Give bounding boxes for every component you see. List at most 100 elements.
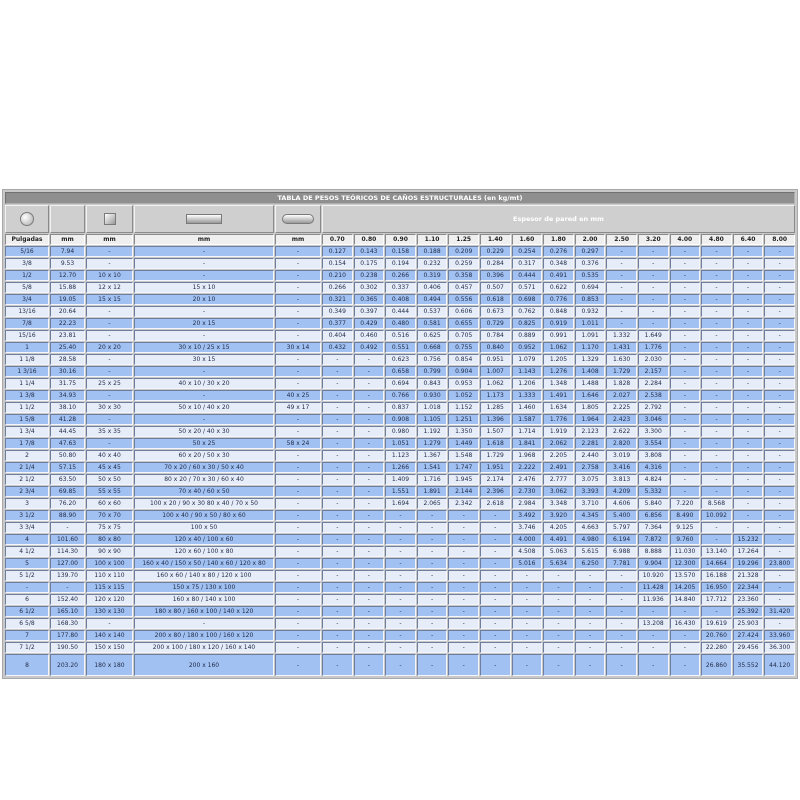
- table-cell: -: [669, 246, 701, 257]
- table-cell: 1.951: [479, 462, 511, 473]
- table-cell: 0.784: [479, 330, 511, 341]
- table-cell: -: [669, 654, 701, 676]
- table-cell: 1.062: [479, 378, 511, 389]
- table-cell: -: [574, 618, 606, 629]
- table-cell: 4.663: [574, 522, 606, 533]
- table-cell: 1 3/16: [5, 366, 49, 377]
- table-cell: 1.431: [606, 342, 637, 353]
- table-cell: -: [701, 306, 732, 317]
- table-cell: 2.820: [606, 438, 637, 449]
- table-cell: -: [134, 390, 274, 401]
- table-cell: 19.296: [732, 558, 764, 569]
- table-cell: -: [574, 582, 606, 593]
- table-cell: -: [322, 462, 353, 473]
- table-cell: -: [669, 282, 701, 293]
- table-cell: 101.60: [50, 534, 85, 545]
- table-cell: -: [701, 426, 732, 437]
- table-cell: -: [353, 498, 385, 509]
- table-cell: -: [637, 318, 669, 329]
- table-cell: -: [543, 654, 574, 676]
- table-cell: -: [448, 570, 479, 581]
- table-cell: -: [86, 414, 133, 425]
- table-cell: -: [701, 486, 732, 497]
- table-cell: 0.210: [322, 270, 353, 281]
- table-cell: 1 1/4: [5, 378, 49, 389]
- table-cell: 1.123: [385, 450, 416, 461]
- table-cell: 2.123: [574, 426, 606, 437]
- table-cell: -: [669, 378, 701, 389]
- table-cell: -: [275, 282, 321, 293]
- table-cell: -: [275, 414, 321, 425]
- table-row: 1 3/16 30.16- - - - -0.658 0.799 0.904 1.007 1.14…: [5, 366, 795, 377]
- table-cell: 0.705: [448, 330, 479, 341]
- table-cell: 1.805: [574, 402, 606, 413]
- table-cell: 1.332: [606, 330, 637, 341]
- table-cell: 1.007: [479, 366, 511, 377]
- table-cell: -: [701, 414, 732, 425]
- table-cell: -: [353, 546, 385, 557]
- table-cell: -: [322, 450, 353, 461]
- table-cell: 200 x 80 / 180 x 100 / 160 x 120: [134, 630, 274, 641]
- table-cell: 11.936: [637, 594, 669, 605]
- table-row: 3 3/4-75 x 75 100 x 50- - - - - - -3.746 4.205 4.…: [5, 522, 795, 533]
- column-header: Pulgadas: [5, 234, 49, 245]
- table-cell: 10 x 10: [86, 270, 133, 281]
- table-cell: 0.254: [511, 246, 543, 257]
- table-cell: 1.891: [416, 486, 448, 497]
- table-row: 1 1/2 38.10 30 x 30 50 x 10 / 40 x 20 49 x 1…: [5, 402, 795, 413]
- table-cell: -: [385, 558, 416, 569]
- table-cell: -: [732, 378, 764, 389]
- table-cell: -: [134, 258, 274, 269]
- table-cell: 1.011: [574, 318, 606, 329]
- table-cell: -: [732, 414, 764, 425]
- table-cell: 50 x 20 / 40 x 30: [134, 426, 274, 437]
- table-cell: -: [322, 366, 353, 377]
- table-cell: -: [669, 402, 701, 413]
- table-cell: 2.030: [637, 354, 669, 365]
- oval-tube-icon: [275, 205, 321, 233]
- table-cell: 21.328: [732, 570, 764, 581]
- table-cell: 14.664: [701, 558, 732, 569]
- table-cell: -: [275, 558, 321, 569]
- table-cell: -: [701, 366, 732, 377]
- table-cell: 160 x 40 / 150 x 50 / 140 x 60 / 120 x 8…: [134, 558, 274, 569]
- table-cell: 4.508: [511, 546, 543, 557]
- table-cell: -: [637, 258, 669, 269]
- table-cell: 6.856: [637, 510, 669, 521]
- table-cell: -: [732, 462, 764, 473]
- table-cell: -: [543, 570, 574, 581]
- table-cell: -: [637, 270, 669, 281]
- table-row: 3/8 9.53- - -0.154 0.175 0.194 0.232 0.259 0.284…: [5, 258, 795, 269]
- table-cell: -: [353, 558, 385, 569]
- table-cell: 200 x 100 / 180 x 120 / 160 x 140: [134, 642, 274, 653]
- table-cell: -: [669, 366, 701, 377]
- table-cell: -: [353, 378, 385, 389]
- table-cell: 0.622: [543, 282, 574, 293]
- table-cell: 1.649: [637, 330, 669, 341]
- table-row: 1 1/4 31.75 25 x 25 40 x 10 / 30 x 20- - -0.6…: [5, 378, 795, 389]
- table-cell: -: [479, 594, 511, 605]
- table-cell: 2.284: [637, 378, 669, 389]
- table-cell: 0.551: [385, 342, 416, 353]
- table-cell: 35 x 35: [86, 426, 133, 437]
- table-cell: -: [416, 546, 448, 557]
- table-cell: -: [764, 366, 795, 377]
- table-cell: 0.229: [479, 246, 511, 257]
- table-cell: 0.658: [385, 366, 416, 377]
- table-cell: -: [322, 474, 353, 485]
- table-cell: 0.507: [479, 282, 511, 293]
- table-cell: -: [669, 630, 701, 641]
- table-cell: 2.984: [511, 498, 543, 509]
- table-cell: -: [353, 366, 385, 377]
- table-cell: 3.813: [606, 474, 637, 485]
- table-row: 2 50.80 40 x 40 60 x 20 / 50 x 30- - -1.123 1.…: [5, 450, 795, 461]
- table-cell: 57.15: [50, 462, 85, 473]
- table-cell: 0.491: [543, 270, 574, 281]
- table-cell: -: [322, 534, 353, 545]
- table-cell: -: [764, 498, 795, 509]
- table-cell: 5/16: [5, 246, 49, 257]
- table-cell: 1.694: [385, 498, 416, 509]
- table-cell: 0.951: [479, 354, 511, 365]
- table-row: 8 203.20 180 x 180 200 x 160- - - - - - - - - - - - -26…: [5, 654, 795, 676]
- table-cell: 0.556: [448, 294, 479, 305]
